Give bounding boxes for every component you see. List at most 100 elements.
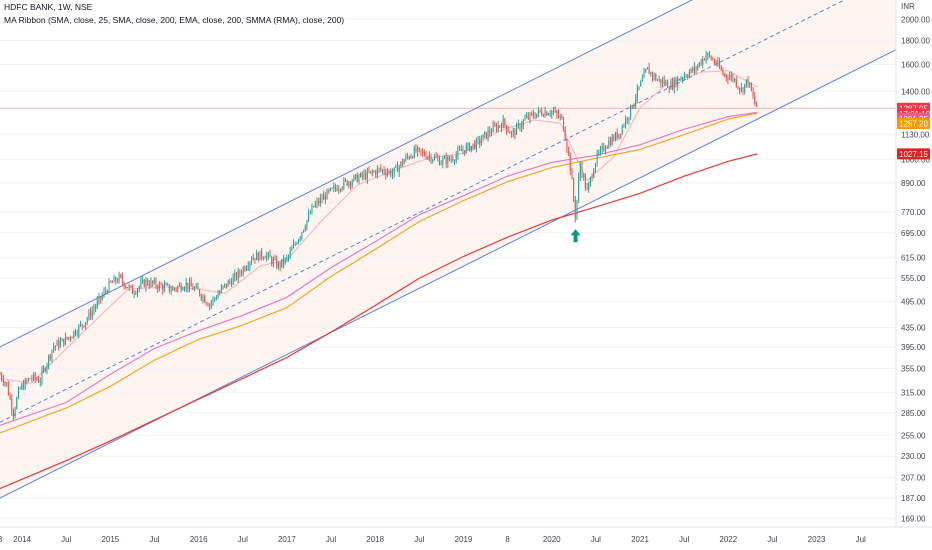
candle-body <box>529 113 531 119</box>
candle <box>76 329 78 337</box>
candle <box>346 179 348 187</box>
candle-body <box>469 143 471 151</box>
candle <box>667 79 669 88</box>
candle-body <box>517 124 519 126</box>
candle-body <box>423 152 425 156</box>
candle <box>541 107 543 117</box>
candle <box>158 280 160 292</box>
candle <box>293 239 295 249</box>
candle-body <box>11 399 13 411</box>
candle-body <box>581 164 583 177</box>
candle-body <box>648 67 650 75</box>
candle <box>266 251 268 262</box>
candle-body <box>755 103 757 107</box>
candle-body <box>118 274 120 282</box>
candle-body <box>692 68 694 72</box>
candle <box>747 76 749 88</box>
candle <box>249 260 251 272</box>
candle-body <box>28 378 30 381</box>
candle-body <box>482 134 484 140</box>
candle <box>435 152 437 159</box>
candle <box>220 283 222 293</box>
candle-body <box>640 81 642 87</box>
candle <box>620 133 622 139</box>
price-tick-label: 169.00 <box>901 514 926 523</box>
candle-body <box>225 283 227 287</box>
candle <box>64 332 66 346</box>
candle-body <box>299 237 301 240</box>
candle <box>447 154 449 168</box>
candle-body <box>339 189 341 191</box>
candle-body <box>752 90 754 96</box>
candle <box>167 282 169 286</box>
candle-body <box>185 282 187 288</box>
candle <box>432 158 434 164</box>
candle-body <box>157 286 159 289</box>
candle <box>648 62 650 75</box>
candle <box>296 241 298 246</box>
candle <box>28 377 30 382</box>
candle <box>375 169 377 178</box>
candle <box>350 181 352 190</box>
candle-body <box>98 296 100 301</box>
candle <box>371 169 373 177</box>
candle <box>368 166 370 174</box>
candle-body <box>556 110 558 114</box>
candle <box>469 142 471 152</box>
candle <box>130 285 132 289</box>
price-tag-box <box>897 118 930 130</box>
candle <box>308 208 310 223</box>
candle <box>242 265 244 277</box>
candle <box>742 86 744 95</box>
candle-body <box>232 277 234 285</box>
candle-body <box>615 132 617 141</box>
time-tick-label: 2023 <box>808 535 826 544</box>
candle-body <box>591 177 593 179</box>
candle <box>489 125 491 137</box>
candle <box>710 55 712 61</box>
candle <box>390 168 392 178</box>
candle-body <box>744 84 746 92</box>
candle-body <box>14 408 16 416</box>
candle <box>239 269 241 278</box>
candle-body <box>306 220 308 228</box>
candle-body <box>457 149 459 156</box>
candle <box>412 155 414 159</box>
candle-body <box>390 170 392 176</box>
candle-body <box>345 179 347 181</box>
candle-body <box>66 336 68 339</box>
candle-body <box>6 382 8 385</box>
candle <box>202 293 204 304</box>
candle <box>522 119 524 130</box>
candle-body <box>698 62 700 66</box>
candle <box>397 161 399 173</box>
price-tick-label: 207.00 <box>901 473 926 482</box>
candle-body <box>734 79 736 81</box>
candle <box>395 164 397 169</box>
up-arrow-icon <box>570 229 581 243</box>
candle <box>207 302 209 307</box>
candle-body <box>693 66 695 72</box>
time-tick-label: 8 <box>0 535 3 544</box>
candle <box>754 91 756 106</box>
candle <box>24 377 26 391</box>
candle-body <box>732 75 734 80</box>
candle-body <box>116 281 118 283</box>
candle <box>194 286 196 292</box>
price-tick-label: 315.00 <box>901 389 926 398</box>
candle-body <box>722 69 724 74</box>
candle-body <box>651 72 653 77</box>
candle-body <box>613 136 615 141</box>
candle-body <box>2 379 4 384</box>
candle <box>687 73 689 80</box>
candle-body <box>355 174 357 176</box>
candle-body <box>145 279 147 287</box>
candle-body <box>74 331 76 335</box>
candle-body <box>725 74 727 78</box>
candle-body <box>740 87 742 90</box>
price-tick-label: 395.00 <box>901 343 926 352</box>
candle-body <box>636 87 638 99</box>
candle-body <box>745 79 747 85</box>
candle <box>418 147 420 153</box>
